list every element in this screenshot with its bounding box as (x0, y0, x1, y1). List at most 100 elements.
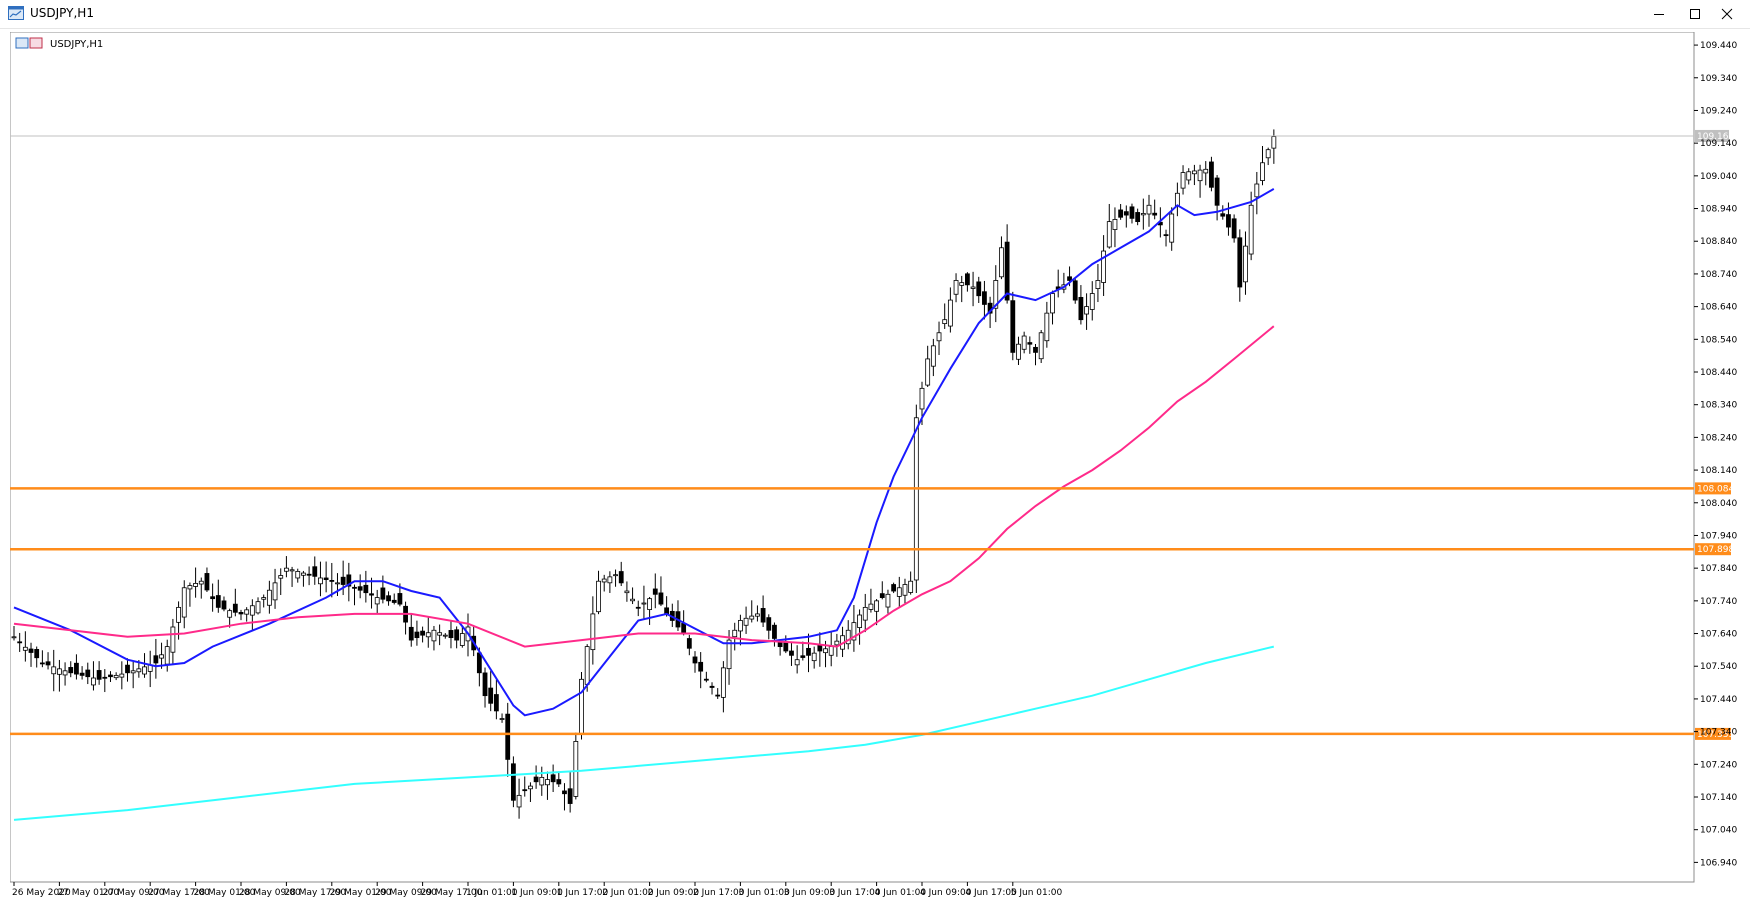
candle-body (1089, 293, 1095, 310)
candle-body (142, 666, 147, 675)
candle-body (283, 567, 289, 572)
chart-header: USDJPY,H1 (15, 37, 103, 50)
x-tick-label: 26 May 2020 (12, 888, 71, 898)
candle-body (1072, 280, 1078, 301)
candle-body (590, 613, 596, 651)
candle-body (862, 606, 868, 621)
maximize-button[interactable] (1672, 0, 1718, 28)
candle-body (221, 600, 227, 610)
candle-body (408, 626, 414, 641)
x-tick-label: 3 Jun 09:00 (784, 888, 836, 898)
candle-body (545, 779, 550, 786)
candle-body (346, 574, 352, 587)
candle-body (772, 624, 777, 639)
candle-body (380, 587, 386, 600)
current-price-label: 109.162 (1697, 132, 1734, 142)
y-tick-label: 107.040 (1700, 826, 1737, 836)
minimize-button[interactable] (1636, 0, 1682, 28)
candle-body (1248, 204, 1254, 255)
candle-body (1038, 332, 1044, 360)
moving-average-line (13, 645, 1275, 821)
candle-body (652, 588, 658, 595)
candle-body (482, 672, 488, 697)
candle-body (1169, 213, 1175, 243)
candle-body (437, 632, 443, 636)
candle-body (108, 674, 113, 678)
candle-body (476, 652, 482, 674)
close-icon (1721, 8, 1733, 20)
candle-body (79, 672, 85, 676)
candle-body (459, 633, 465, 646)
candle-body (1044, 312, 1050, 342)
y-tick-label: 108.340 (1700, 401, 1737, 411)
candle-body (1084, 306, 1089, 315)
chart-header-icon-2 (29, 37, 43, 49)
candle-body (335, 582, 340, 585)
candle-body (1231, 218, 1237, 239)
price-chart[interactable]: 109.162 108.084 107.898 107.333 106.940 107.… (9, 31, 1746, 916)
candle-body (879, 593, 885, 598)
y-tick-label: 107.640 (1700, 630, 1737, 640)
x-tick-label: 1 Jun 17:00 (557, 888, 609, 898)
y-tick-label: 108.540 (1700, 335, 1737, 345)
candle-body (533, 776, 539, 783)
candle-body (261, 597, 267, 600)
candle-body (607, 576, 613, 584)
candle-body (113, 674, 119, 679)
candle-body (1237, 237, 1243, 288)
candle-body (528, 785, 533, 790)
y-tick-label: 109.040 (1700, 172, 1737, 182)
candle-body (539, 776, 545, 786)
title-bar[interactable]: USDJPY,H1 (0, 0, 1750, 29)
candle-body (1004, 241, 1010, 301)
candle-body (800, 655, 806, 658)
candle-body (181, 587, 187, 618)
candle-body (516, 794, 522, 808)
candle-body (255, 601, 261, 614)
candle-body (1106, 221, 1112, 248)
candle-body (357, 586, 363, 591)
candle-body (936, 332, 942, 342)
y-tick-label: 109.340 (1700, 74, 1737, 84)
candle-body (249, 605, 255, 616)
candle-body (85, 669, 91, 678)
candle-body (635, 606, 641, 609)
candle-body (789, 650, 794, 656)
candle-body (1021, 335, 1027, 350)
candle-body (1209, 161, 1214, 188)
candle-body (96, 670, 102, 680)
candle-body (1140, 213, 1146, 216)
y-tick-label: 107.240 (1700, 760, 1737, 770)
candle-body (681, 623, 687, 634)
candle-body (91, 677, 96, 686)
candle-body (119, 673, 125, 678)
candle-body (965, 273, 970, 286)
current-price-tag (1695, 129, 1729, 142)
candle-body (74, 662, 79, 675)
candle-body (891, 584, 897, 592)
candle-body (510, 763, 516, 801)
candle-body (125, 664, 130, 674)
x-tick-label: 27 May 09:00 (103, 888, 165, 898)
candle-body (22, 646, 28, 651)
candle-body (1078, 296, 1084, 321)
level-price-label: 108.084 (1697, 484, 1734, 494)
candle-body (692, 656, 698, 664)
y-tick-label: 107.740 (1700, 597, 1737, 607)
candle-body (908, 580, 914, 593)
candle-body (1129, 206, 1135, 219)
chart-area[interactable]: 109.162 108.084 107.898 107.333 106.940 107.… (9, 31, 1746, 916)
candle-body (1112, 219, 1118, 230)
close-button[interactable] (1704, 0, 1750, 28)
candle-body (386, 595, 391, 602)
candle-body (613, 574, 618, 577)
candle-body (1118, 209, 1124, 218)
candle-body (1033, 346, 1038, 353)
x-tick-label: 29 May 17:00 (421, 888, 483, 898)
candle-body (289, 569, 295, 572)
candle-body (1220, 213, 1226, 217)
candle-body (976, 281, 982, 297)
candle-body (806, 647, 811, 656)
candle-body (318, 577, 323, 585)
